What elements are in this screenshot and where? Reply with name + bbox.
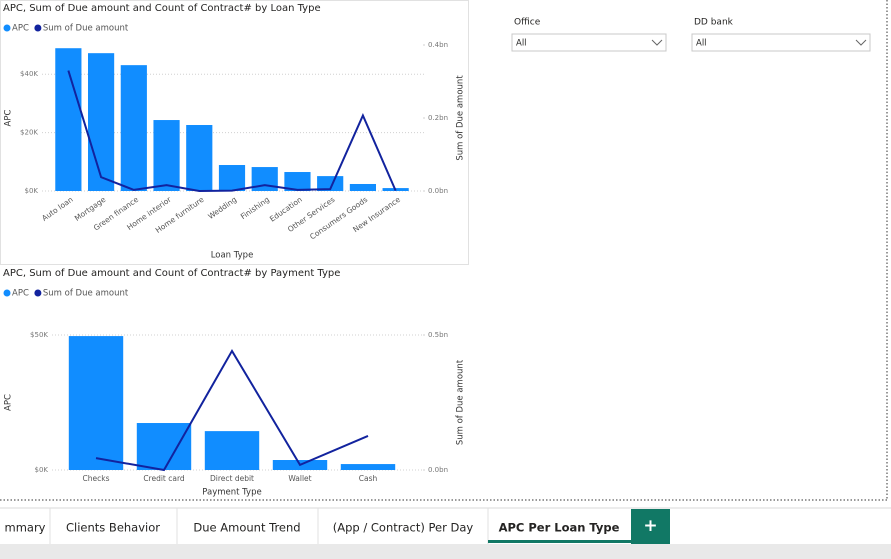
active-tab-underline <box>488 540 631 543</box>
line <box>67 70 397 193</box>
tab-label: mmary <box>5 521 46 535</box>
tab-label: APC Per Loan Type <box>499 521 620 535</box>
tab-bar <box>0 508 891 544</box>
add-page-icon: + <box>643 516 657 536</box>
bar <box>204 431 260 470</box>
slicer-dropdown[interactable] <box>691 33 871 52</box>
bar <box>340 464 396 470</box>
tab[interactable]: (App / Contract) Per Day <box>333 521 474 535</box>
tab[interactable]: Clients Behavior <box>66 521 160 535</box>
y2-axis-title: Sum of Due amount <box>456 359 466 445</box>
slicer-value: All <box>696 39 707 49</box>
tab[interactable]: Due Amount Trend <box>193 521 300 535</box>
legend-label: APC <box>12 24 29 34</box>
y-tick-label: $0K <box>25 187 39 195</box>
x-tick-label: Direct debit <box>210 474 254 483</box>
chart-title: APC, Sum of Due amount and Count of Cont… <box>3 268 340 279</box>
line <box>95 348 369 472</box>
bar <box>153 120 180 191</box>
legend-marker <box>34 289 42 297</box>
bar <box>218 165 246 191</box>
bar <box>120 65 147 191</box>
dropdown-chevron <box>651 39 663 46</box>
y-axis-title: APC <box>4 110 14 127</box>
legend-label: APC <box>12 289 29 299</box>
x-axis-title: Payment Type <box>202 488 261 498</box>
y2-tick-label: 0.0bn <box>428 466 448 474</box>
tab-label: (App / Contract) Per Day <box>333 521 474 535</box>
x-tick-label: Credit card <box>143 474 185 483</box>
tab-label: Clients Behavior <box>66 521 160 535</box>
status-bar <box>0 544 891 559</box>
visual-border <box>0 0 469 265</box>
y2-tick-label: 0.0bn <box>428 187 448 195</box>
y-tick-label: $40K <box>20 70 38 78</box>
legend-marker <box>3 24 11 32</box>
slicer-label: DD bank <box>694 18 734 28</box>
x-axis-title: Loan Type <box>211 251 254 261</box>
legend-label: Sum of Due amount <box>43 289 129 299</box>
legend-label: Sum of Due amount <box>43 24 129 34</box>
bar <box>349 183 376 191</box>
y-tick-label: $0K <box>35 466 49 474</box>
x-tick-label: Wallet <box>288 474 311 483</box>
bar <box>186 125 213 191</box>
bar <box>284 172 311 191</box>
legend-marker <box>3 289 11 297</box>
chart-title: APC, Sum of Due amount and Count of Cont… <box>3 3 321 14</box>
bar <box>136 423 192 470</box>
slicer-value: All <box>516 39 527 49</box>
x-tick-label: Checks <box>83 474 110 483</box>
slicer-label: Office <box>514 18 541 28</box>
y2-axis-title: Sum of Due amount <box>456 75 466 161</box>
bar <box>317 176 344 191</box>
y2-tick-label: 0.2bn <box>428 114 448 122</box>
bar <box>251 167 278 191</box>
y-tick-label: $20K <box>20 129 38 137</box>
x-tick-label: Cash <box>359 474 378 483</box>
tab-label: Due Amount Trend <box>193 521 300 535</box>
legend-marker <box>34 24 42 32</box>
y2-tick-label: 0.4bn <box>428 41 448 49</box>
y2-tick-label: 0.5bn <box>428 331 448 339</box>
bar <box>68 336 124 470</box>
bar <box>55 48 82 191</box>
dropdown-chevron <box>855 39 867 46</box>
bar <box>88 53 115 192</box>
tab[interactable]: mmary <box>5 521 46 535</box>
add-page-button[interactable] <box>631 509 670 544</box>
y-axis-title: APC <box>4 394 14 411</box>
active-tab[interactable]: APC Per Loan Type <box>499 521 620 535</box>
slicer-dropdown[interactable] <box>511 33 667 52</box>
y-tick-label: $50K <box>30 331 48 339</box>
